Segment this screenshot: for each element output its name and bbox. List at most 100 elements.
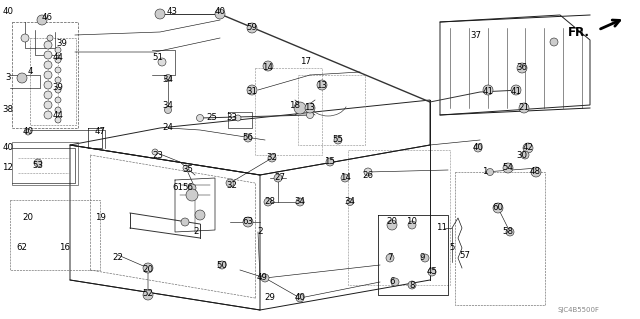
Text: 53: 53 [33, 160, 44, 169]
Circle shape [55, 107, 61, 113]
Text: 47: 47 [95, 128, 106, 137]
Text: 21: 21 [518, 103, 529, 113]
Circle shape [188, 184, 196, 192]
Text: 2: 2 [193, 227, 199, 236]
Circle shape [386, 254, 394, 262]
Text: 56: 56 [243, 133, 253, 143]
Circle shape [44, 111, 52, 119]
Circle shape [511, 85, 521, 95]
Text: 48: 48 [529, 167, 541, 176]
Circle shape [261, 274, 269, 282]
Circle shape [44, 41, 52, 49]
Text: 51: 51 [152, 54, 163, 63]
Circle shape [44, 101, 52, 109]
Circle shape [550, 38, 558, 46]
Text: 40: 40 [294, 293, 305, 302]
Text: 11: 11 [436, 224, 447, 233]
Circle shape [263, 61, 273, 71]
Circle shape [387, 220, 397, 230]
Text: 33: 33 [227, 114, 237, 122]
Circle shape [506, 228, 514, 236]
Text: FR.: FR. [568, 26, 590, 39]
Text: 43: 43 [166, 8, 177, 17]
Text: 61: 61 [173, 183, 184, 192]
Circle shape [164, 107, 172, 114]
Text: 22: 22 [113, 254, 124, 263]
Text: 39: 39 [56, 40, 67, 48]
Circle shape [474, 144, 482, 152]
Circle shape [521, 151, 529, 159]
Circle shape [274, 174, 282, 182]
Text: 15: 15 [324, 158, 335, 167]
Text: 20: 20 [387, 218, 397, 226]
Text: 54: 54 [502, 164, 513, 173]
Circle shape [181, 218, 189, 226]
Text: 32: 32 [266, 153, 278, 162]
Circle shape [55, 77, 61, 83]
Text: 59: 59 [246, 24, 257, 33]
Text: 40: 40 [214, 8, 225, 17]
Circle shape [235, 115, 241, 121]
Bar [298, 75, 365, 145]
Circle shape [55, 97, 61, 103]
Bar [12, 22, 78, 128]
Circle shape [307, 112, 314, 118]
Circle shape [21, 34, 29, 42]
Circle shape [243, 217, 253, 227]
Text: 56: 56 [182, 183, 193, 192]
Text: 13: 13 [317, 80, 328, 90]
Text: 62: 62 [17, 243, 28, 253]
Text: 16: 16 [60, 243, 70, 253]
Text: 24: 24 [163, 123, 173, 132]
Circle shape [44, 81, 52, 89]
Circle shape [503, 163, 513, 173]
Text: 41: 41 [511, 87, 522, 97]
Circle shape [55, 117, 61, 123]
Circle shape [296, 198, 304, 206]
Text: 38: 38 [3, 106, 13, 115]
Text: 40: 40 [472, 144, 483, 152]
Circle shape [55, 67, 61, 73]
Circle shape [143, 263, 153, 273]
Circle shape [164, 75, 172, 81]
Text: 34: 34 [344, 197, 355, 206]
Bar [348, 150, 450, 285]
Circle shape [55, 57, 61, 63]
Text: 9: 9 [419, 254, 425, 263]
Text: 63: 63 [243, 218, 253, 226]
Text: 35: 35 [182, 166, 193, 174]
Circle shape [55, 47, 61, 53]
Text: 31: 31 [246, 87, 257, 97]
Circle shape [44, 61, 52, 69]
Circle shape [523, 143, 533, 153]
Bar [255, 68, 322, 155]
Text: 5: 5 [449, 243, 455, 253]
Circle shape [341, 174, 349, 182]
Text: 19: 19 [95, 213, 106, 222]
Text: 40: 40 [3, 144, 13, 152]
Bar [30, 38, 76, 125]
Text: 40: 40 [22, 128, 33, 137]
Circle shape [158, 58, 166, 66]
Text: 52: 52 [143, 288, 154, 298]
Text: 55: 55 [333, 136, 344, 145]
Circle shape [268, 154, 276, 162]
Circle shape [47, 35, 53, 41]
Text: 40: 40 [3, 8, 13, 17]
Text: 25: 25 [207, 114, 218, 122]
Bar [455, 172, 545, 305]
Circle shape [296, 294, 304, 302]
Circle shape [391, 278, 399, 286]
Circle shape [218, 261, 226, 269]
Text: 20: 20 [22, 213, 33, 222]
Circle shape [152, 149, 158, 155]
Circle shape [37, 15, 47, 25]
Circle shape [305, 103, 315, 113]
Bar [12, 142, 78, 185]
Text: 12: 12 [3, 164, 13, 173]
Circle shape [55, 87, 61, 93]
Circle shape [34, 159, 42, 167]
Text: 36: 36 [516, 63, 527, 72]
Circle shape [155, 9, 165, 19]
Text: 34: 34 [163, 76, 173, 85]
